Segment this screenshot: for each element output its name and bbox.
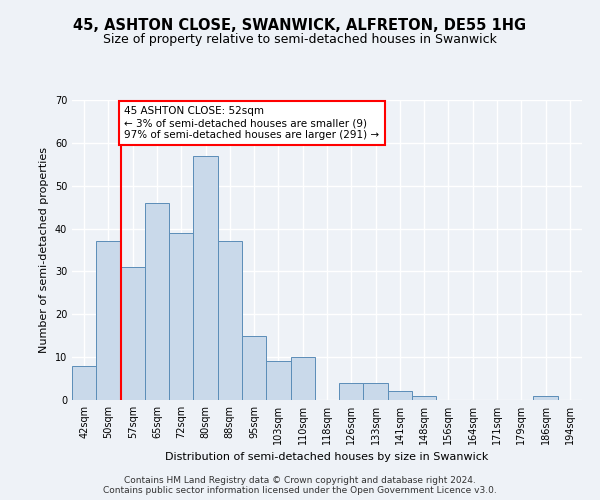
Text: Contains HM Land Registry data © Crown copyright and database right 2024.: Contains HM Land Registry data © Crown c… [124,476,476,485]
Text: Contains public sector information licensed under the Open Government Licence v3: Contains public sector information licen… [103,486,497,495]
Bar [533,396,558,400]
Text: 45, ASHTON CLOSE, SWANWICK, ALFRETON, DE55 1HG: 45, ASHTON CLOSE, SWANWICK, ALFRETON, DE… [73,18,527,32]
Bar [193,156,218,400]
Bar [96,242,121,400]
Text: 45 ASHTON CLOSE: 52sqm
← 3% of semi-detached houses are smaller (9)
97% of semi-: 45 ASHTON CLOSE: 52sqm ← 3% of semi-deta… [124,106,379,140]
Text: Size of property relative to semi-detached houses in Swanwick: Size of property relative to semi-detach… [103,32,497,46]
Bar [242,336,266,400]
Bar [121,267,145,400]
Bar [145,203,169,400]
Bar [266,362,290,400]
Bar [364,383,388,400]
Bar [388,392,412,400]
Bar [72,366,96,400]
Bar [169,233,193,400]
Bar [412,396,436,400]
Y-axis label: Number of semi-detached properties: Number of semi-detached properties [39,147,49,353]
X-axis label: Distribution of semi-detached houses by size in Swanwick: Distribution of semi-detached houses by … [166,452,488,462]
Bar [218,242,242,400]
Bar [290,357,315,400]
Bar [339,383,364,400]
